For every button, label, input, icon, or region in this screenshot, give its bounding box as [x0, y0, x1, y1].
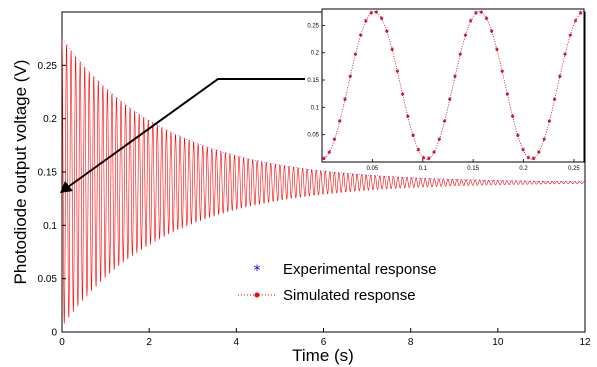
inset-simulated-point: [490, 30, 493, 33]
inset-simulated-point: [506, 93, 509, 96]
inset-x-tick-label: 0.15: [467, 166, 479, 172]
inset-simulated-point: [369, 11, 373, 15]
y-tick-label: 0.25: [38, 61, 58, 72]
inset-simulated-point: [364, 19, 368, 23]
inset-simulated-point: [458, 53, 462, 56]
inset-simulated-point: [500, 70, 504, 73]
x-tick-label: 2: [146, 337, 152, 348]
inset-simulated-point: [322, 157, 326, 161]
experimental-response-envelope: [61, 38, 586, 182]
inset-simulated-point: [579, 11, 583, 15]
x-tick-label: 6: [321, 337, 327, 348]
inset-simulated-point: [574, 19, 577, 23]
inset-simulated-point: [548, 120, 551, 123]
inset-simulated-point: [464, 33, 467, 37]
inset-simulated-point: [527, 156, 530, 160]
inset-data-markers: ****************************************…: [322, 9, 583, 164]
inset-y-tick-label: 0.25: [307, 23, 319, 29]
legend-label-simulated: Simulated response: [283, 287, 416, 304]
legend-marker-experimental: *: [254, 263, 261, 279]
inset-simulated-point: [359, 33, 362, 37]
inset-simulated-point: [563, 53, 567, 56]
inset-simulated-point: [401, 93, 404, 96]
inset-simulated-point: [385, 30, 389, 33]
inset-simulated-point: [422, 156, 425, 160]
inset-simulated-point: [568, 33, 572, 37]
inset-simulated-point: [338, 120, 342, 123]
inset-simulated-point: [432, 151, 436, 154]
inset-simulated-response-line: [321, 11, 585, 160]
y-tick-label: 0.2: [43, 114, 57, 125]
x-axis-ticks: 0 2 4 6 8 10 12: [59, 328, 591, 348]
inset-x-tick-label: 0.1: [419, 166, 428, 172]
inset-simulated-point: [474, 11, 478, 15]
inset-simulated-point: [443, 120, 446, 123]
x-tick-label: 4: [234, 337, 240, 348]
legend-label-experimental: Experimental response: [283, 261, 436, 278]
inset-simulated-point: [485, 17, 488, 20]
annotation-arrow: [60, 78, 305, 193]
x-axis-title: Time (s): [292, 346, 354, 365]
inset-simulated-point: [427, 157, 431, 161]
y-axis-ticks: 0 0.05 0.1 0.15 0.2 0.25: [38, 61, 66, 339]
inset-simulated-point: [511, 115, 514, 118]
inset-simulated-point: [469, 19, 473, 23]
inset-simulated-point: [343, 98, 347, 101]
inset-simulated-point: [327, 151, 331, 154]
inset-simulated-point: [479, 10, 483, 14]
inset-simulated-point: [333, 138, 336, 141]
inset-simulated-point: [532, 157, 535, 161]
x-tick-label: 0: [59, 337, 65, 348]
inset-simulated-point: [553, 98, 556, 101]
inset-simulated-point: [453, 75, 457, 78]
inset-x-axis-ticks: 0.05 0.1 0.15 0.2 0.25: [367, 159, 580, 172]
y-tick-label: 0.1: [43, 221, 57, 232]
inset-simulated-point: [437, 138, 441, 141]
inset-simulated-point: [558, 75, 562, 78]
y-tick-label: 0.05: [38, 274, 58, 285]
inset-simulated-point: [495, 48, 499, 51]
inset-y-axis-ticks: 0.05 0.1 0.15 0.2 0.25: [307, 23, 325, 139]
inset-simulated-point: [406, 115, 410, 118]
y-axis-title: Photodiode output voltage (V): [11, 60, 30, 285]
inset-simulated-point: [417, 148, 420, 152]
inset-simulated-point: [375, 10, 378, 14]
legend-marker-simulated: [254, 292, 260, 298]
inset-y-tick-label: 0.1: [311, 105, 320, 111]
inset-simulated-point: [348, 75, 352, 78]
inset-y-tick-label: 0.2: [311, 51, 320, 57]
inset-simulated-point: [542, 138, 546, 141]
inset-x-tick-label: 0.25: [568, 166, 580, 172]
y-tick-label: 0.15: [38, 168, 58, 179]
inset-simulated-point: [537, 151, 541, 154]
x-tick-label: 8: [408, 337, 414, 348]
inset-simulated-point: [390, 48, 394, 51]
inset-simulated-point: [354, 53, 357, 56]
inset-y-tick-label: 0.15: [307, 78, 319, 84]
legend: * Experimental response Simulated respon…: [238, 261, 436, 304]
x-tick-label: 12: [579, 337, 591, 348]
inset-simulated-point: [448, 98, 452, 101]
inset-x-tick-label: 0.2: [519, 166, 528, 172]
x-tick-label: 10: [492, 337, 504, 348]
inset-x-tick-label: 0.05: [367, 166, 379, 172]
inset-simulated-point: [521, 148, 525, 152]
inset-simulated-point: [516, 134, 520, 138]
inset-simulated-point: [380, 17, 383, 20]
inset-simulated-point: [396, 70, 399, 73]
y-tick-label: 0: [51, 328, 57, 339]
inset-simulated-point: [411, 134, 415, 138]
inset-y-tick-label: 0.05: [307, 133, 319, 139]
